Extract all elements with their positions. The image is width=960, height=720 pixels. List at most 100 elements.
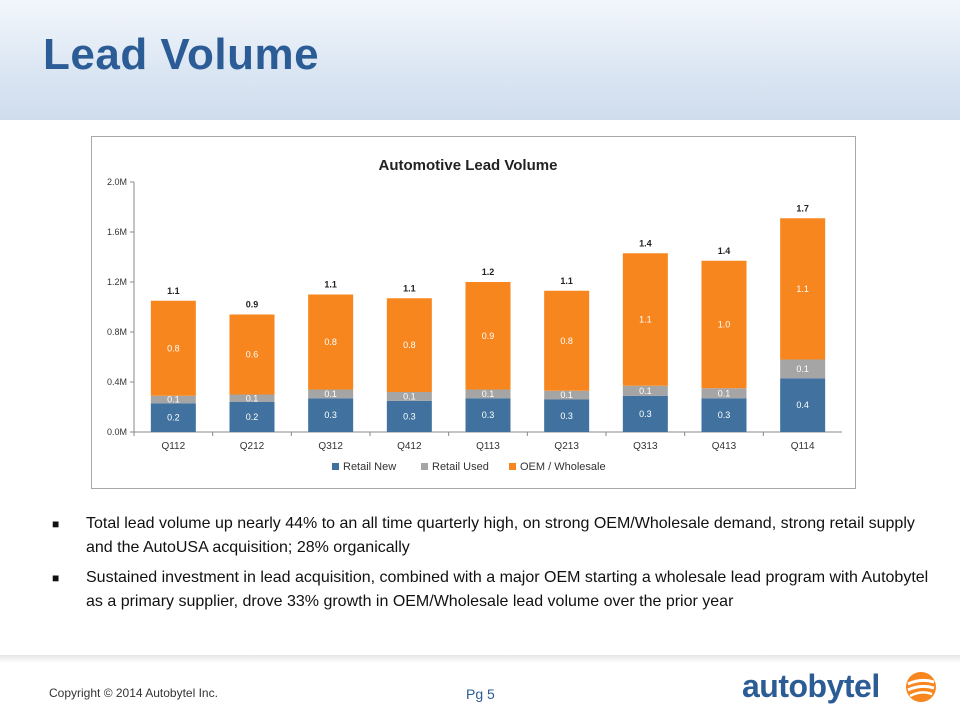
bullet-marker: ■ (52, 517, 60, 531)
slide-title: Lead Volume (43, 30, 320, 79)
x-tick-label: Q113 (476, 441, 500, 452)
data-label: 0.1 (167, 395, 180, 405)
legend-swatch (509, 463, 516, 470)
data-label: 0.8 (324, 337, 337, 347)
y-tick-label: 1.2M (107, 277, 127, 287)
total-label: 1.4 (639, 238, 652, 248)
data-label: 0.2 (246, 412, 259, 422)
data-label: 0.8 (403, 340, 416, 350)
bar-segment-retail-new (701, 398, 747, 432)
data-label: 0.1 (639, 386, 652, 396)
bar-segment-retail-new (544, 399, 590, 432)
bar-segment-oem-wholesale (544, 290, 590, 391)
legend-label: OEM / Wholesale (520, 461, 606, 473)
x-tick-label: Q212 (240, 441, 265, 452)
bar-segment-retail-new (622, 395, 668, 432)
data-label: 0.1 (560, 390, 573, 400)
bar-segment-retail-used (229, 394, 275, 402)
data-label: 0.1 (482, 389, 495, 399)
y-tick-label: 0.8M (107, 327, 127, 337)
autobytel-logo: autobytel (742, 668, 942, 708)
bullet-item: ■ Sustained investment in lead acquisiti… (52, 566, 932, 614)
x-tick-label: Q412 (397, 441, 422, 452)
bullet-text: Total lead volume up nearly 44% to an al… (86, 515, 915, 556)
x-tick-label: Q213 (554, 441, 579, 452)
bar-segment-retail-new (229, 402, 275, 432)
bar-segment-retail-new (308, 398, 354, 432)
copyright-text: Copyright © 2014 Autobytel Inc. (49, 686, 218, 700)
data-label: 0.3 (560, 411, 573, 421)
logo-wordmark: autobytel (742, 668, 880, 704)
bar-segment-retail-new (386, 400, 432, 432)
bar-segment-oem-wholesale (701, 260, 747, 389)
bar-segment-retail-used (386, 392, 432, 401)
data-label: 0.9 (482, 331, 495, 341)
swoosh-ball-icon (906, 672, 936, 702)
total-label: 1.4 (718, 246, 731, 256)
bar-segment-oem-wholesale (229, 314, 275, 395)
bar-segment-oem-wholesale (150, 300, 196, 396)
x-tick-label: Q312 (318, 441, 343, 452)
bullet-item: ■ Total lead volume up nearly 44% to an … (52, 512, 932, 560)
bar-segment-retail-used (544, 390, 590, 400)
total-label: 1.1 (167, 286, 180, 296)
lead-volume-chart: Automotive Lead Volume 0.0M 0.4M 0.8M 1.2M 1.… (107, 157, 842, 473)
total-label: 1.7 (796, 203, 809, 213)
bar-segment-retail-new (465, 398, 511, 432)
data-label: 0.1 (796, 364, 809, 374)
legend-label: Retail New (343, 461, 396, 473)
data-label: 0.1 (324, 389, 337, 399)
data-label: 0.2 (167, 413, 180, 423)
bar-segment-retail-used (622, 385, 668, 396)
y-tick-label: 0.4M (107, 377, 127, 387)
bar-segment-retail-new (150, 403, 196, 432)
bullet-list: ■ Total lead volume up nearly 44% to an … (52, 512, 932, 620)
data-label: 0.4 (796, 400, 809, 410)
data-label: 0.8 (167, 343, 180, 353)
header-band (0, 0, 960, 120)
bar-segment-oem-wholesale (386, 298, 432, 392)
data-label: 0.3 (639, 409, 652, 419)
bar-segment-retail-used (701, 388, 747, 399)
legend-swatch (332, 463, 339, 470)
total-label: 1.2 (482, 267, 495, 277)
bar-segment-retail-used (150, 395, 196, 404)
y-tick-label: 2.0M (107, 177, 127, 187)
data-label: 1.1 (639, 315, 652, 325)
data-label: 0.6 (246, 350, 259, 360)
data-label: 0.1 (246, 393, 259, 403)
bar-segment-oem-wholesale (308, 294, 354, 390)
data-label: 0.3 (718, 410, 731, 420)
data-label: 0.3 (403, 411, 416, 421)
chart-title: Automotive Lead Volume (379, 157, 558, 174)
bar-segment-retail-used (465, 389, 511, 399)
data-label: 0.3 (482, 410, 495, 420)
total-label: 1.1 (403, 283, 416, 293)
bar-segment-retail-new (780, 378, 826, 432)
x-tick-label: Q413 (712, 441, 737, 452)
legend-label: Retail Used (432, 461, 489, 473)
x-tick-label: Q313 (633, 441, 658, 452)
total-label: 0.9 (246, 300, 259, 310)
legend-swatch (421, 463, 428, 470)
bar-segment-oem-wholesale (622, 253, 668, 386)
bar-segment-retail-used (780, 359, 826, 379)
bullet-marker: ■ (52, 571, 60, 585)
y-tick-label: 1.6M (107, 227, 127, 237)
footer-divider (0, 655, 960, 663)
bar-segment-oem-wholesale (465, 282, 511, 390)
x-tick-label: Q114 (791, 441, 815, 452)
total-label: 1.1 (560, 276, 573, 286)
bar-segment-oem-wholesale (780, 218, 826, 360)
data-label: 1.0 (718, 320, 731, 330)
y-tick-label: 0.0M (107, 427, 127, 437)
data-label: 0.1 (403, 391, 416, 401)
data-label: 0.1 (718, 388, 731, 398)
data-label: 0.3 (324, 410, 337, 420)
x-tick-label: Q112 (161, 441, 185, 452)
data-label: 0.8 (560, 336, 573, 346)
page-number: Pg 5 (466, 686, 495, 702)
bar-segment-retail-used (308, 389, 354, 399)
total-label: 1.1 (324, 280, 337, 290)
bullet-text: Sustained investment in lead acquisition… (86, 569, 929, 610)
